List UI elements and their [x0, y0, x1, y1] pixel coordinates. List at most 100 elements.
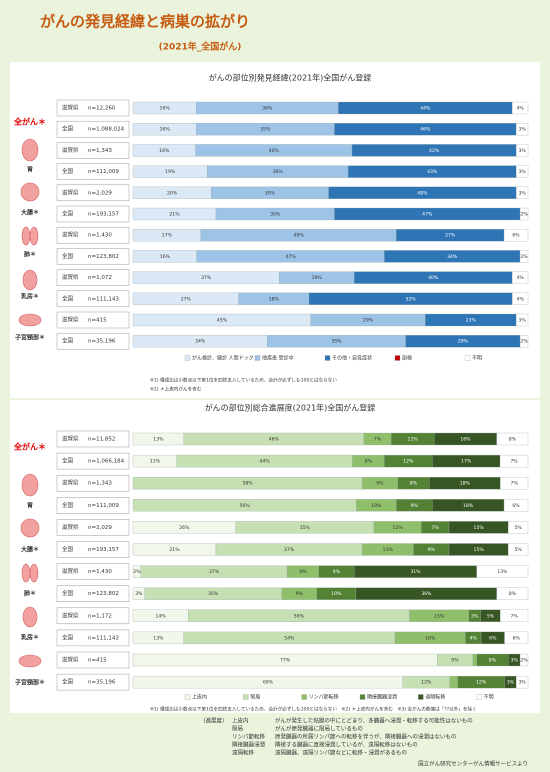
row-n: n=35,196	[88, 339, 116, 345]
bar-segment	[519, 250, 529, 263]
group-label: 全がん＊	[13, 442, 46, 452]
value-label: 16%	[159, 127, 170, 133]
glossary-text: 隣接する臓器に直接浸潤しているが、遠隔転移はないもの	[275, 741, 418, 749]
group-label: 胃	[27, 166, 33, 174]
chart-title: がんの部位別総合進展度(2021年)全国がん登録	[205, 403, 376, 413]
page-subtitle: (2021年_全国がん)	[159, 41, 242, 53]
row-n: n=111,009	[88, 169, 119, 175]
row-region: 全国	[62, 167, 74, 175]
row-region: 滋賀県	[62, 231, 79, 239]
bar-segment	[504, 631, 529, 645]
row-label-box	[56, 563, 130, 580]
value-label: 18%	[425, 635, 436, 641]
row-label-box	[56, 184, 130, 202]
value-label: 5%	[514, 547, 522, 553]
value-label: 7%	[511, 481, 519, 487]
value-label: 8%	[299, 569, 307, 575]
row-label-box	[56, 541, 130, 558]
row-region: 全国	[62, 252, 74, 260]
bar-segment	[512, 271, 529, 284]
value-label: 34%	[447, 254, 458, 260]
value-label: 2%	[520, 254, 528, 260]
row-n: n=1,072	[88, 275, 112, 281]
legend-label: 不明	[484, 695, 494, 701]
bar-segment	[516, 313, 529, 327]
legend-swatch	[301, 694, 307, 700]
value-label: 46%	[269, 437, 280, 443]
bar-segment	[508, 521, 529, 534]
value-label: 34%	[195, 339, 206, 345]
row-region: 滋賀県	[62, 523, 79, 531]
value-label: 45%	[217, 318, 228, 324]
value-label: 46%	[420, 127, 431, 133]
value-label: 37%	[201, 275, 212, 281]
glossary-heading: （進展度）	[200, 717, 228, 725]
bar-segment	[500, 477, 529, 490]
value-label: 5%	[514, 525, 522, 531]
row-n: n=415	[88, 318, 107, 324]
value-label: 9%	[376, 481, 384, 487]
value-label: 8%	[509, 437, 517, 443]
row-n: n=193,157	[88, 547, 119, 553]
row-n: n=2,029	[88, 525, 112, 531]
value-label: 9%	[296, 591, 304, 597]
legend-swatch	[418, 694, 424, 700]
value-label: 58%	[242, 481, 253, 487]
note: ※1) 構成比は小数点以下第1位を四捨五入しているため、合計が必ずしも100とは…	[150, 377, 337, 384]
row-label-box	[56, 120, 130, 138]
value-label: 2%	[520, 339, 528, 345]
group-label: 乳房＊	[21, 293, 39, 301]
row-label-box	[56, 607, 130, 625]
glossary-text: 原発臓器の所属リンパ節への転移を伴うが、隣接臓器への浸潤はないもの	[275, 733, 456, 741]
row-region: 全国	[62, 210, 74, 218]
value-label: 26%	[179, 525, 190, 531]
group-label: 胃	[27, 502, 33, 510]
value-label: 54%	[284, 635, 295, 641]
bar-segment	[516, 123, 529, 136]
value-label: 9%	[411, 503, 419, 509]
group-label: 子宮頸部＊	[15, 334, 45, 342]
value-label: 21%	[169, 212, 180, 218]
value-label: 5%	[487, 613, 495, 619]
row-n: n=111,009	[88, 503, 119, 509]
value-label: 40%	[428, 275, 439, 281]
value-label: 6%	[512, 233, 520, 239]
value-label: 23%	[466, 318, 477, 324]
bar-segment	[519, 335, 529, 348]
bar-segment	[500, 609, 529, 622]
row-n: n=1,430	[88, 233, 112, 239]
value-label: 29%	[363, 318, 374, 324]
value-label: 6%	[512, 503, 520, 509]
row-region: 滋賀県	[62, 435, 79, 443]
value-label: 49%	[293, 233, 304, 239]
value-label: 2%	[520, 658, 528, 664]
value-label: 35%	[260, 127, 271, 133]
value-label: 36%	[262, 106, 273, 112]
glossary-text: がんが原発臓器に限局しているもの	[275, 725, 363, 733]
value-label: 77%	[280, 658, 291, 664]
row-region: 滋賀県	[62, 656, 79, 664]
value-label: 10%	[331, 591, 342, 597]
row-n: n=111,143	[88, 635, 119, 641]
value-label: 27%	[445, 233, 456, 239]
value-label: 29%	[458, 339, 469, 345]
legend-swatch	[476, 694, 482, 700]
legend-swatch	[464, 355, 471, 361]
value-label: 18%	[460, 481, 471, 487]
value-label: 14%	[156, 613, 167, 619]
value-label: 12%	[393, 525, 404, 531]
value-label: 21%	[169, 547, 180, 553]
note: ※2) ＊上皮内がんを含む	[150, 386, 202, 393]
value-label: 13%	[497, 569, 508, 575]
bar-segment	[516, 675, 529, 689]
row-label-box	[56, 430, 130, 448]
value-label: 8%	[509, 591, 517, 597]
group-label: 大腸＊	[21, 209, 39, 217]
glossary-term: 遠隔転移	[232, 749, 255, 757]
group-label: 肺＊	[24, 251, 36, 259]
value-label: 31%	[410, 569, 421, 575]
bar-segment	[512, 101, 529, 115]
value-label: 48%	[417, 190, 428, 196]
value-label: 3%	[518, 190, 526, 196]
